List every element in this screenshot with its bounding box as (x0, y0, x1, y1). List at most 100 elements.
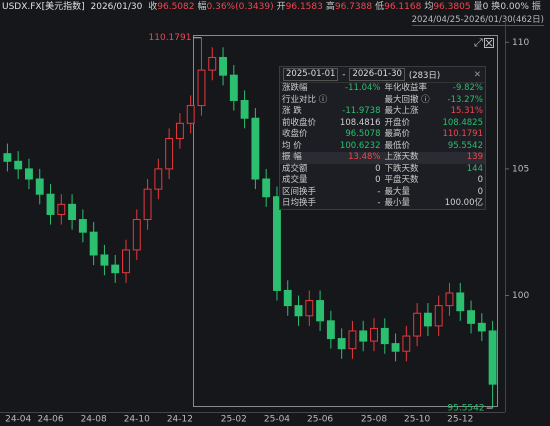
x-tick-label: 25-04 (264, 415, 290, 425)
candle-body (316, 300, 325, 322)
candle-body (68, 203, 77, 221)
stat-value: 13.48% (348, 152, 381, 162)
stat-label: 最低价 (384, 140, 410, 151)
candle-body (413, 312, 422, 337)
stat-value: - (377, 186, 381, 197)
candle-body (132, 219, 141, 251)
stat-label: 前收盘价 (282, 117, 317, 128)
stat-value: 144 (466, 163, 483, 174)
stat-label: 行业对比 ⓘ (282, 94, 328, 105)
candle-body (78, 219, 87, 233)
quote-label: 低 (375, 2, 385, 12)
stat-label: 成交量 (282, 175, 308, 185)
stats-row: 均 价 100.6232 最低价 95.5542 (280, 141, 485, 153)
stat-label: 涨跌幅 (282, 83, 308, 93)
candle-body (186, 105, 195, 124)
stats-row: 区间换手 - 最大量 0 (280, 187, 485, 199)
stat-label: 最大回撤 ⓘ (384, 94, 430, 105)
candle-body (380, 327, 389, 345)
stats-row: 涨 跌 -11.9738 最大上涨 15.31% (280, 106, 485, 118)
candle-body (434, 305, 443, 327)
stat-value: 108.4816 (339, 117, 381, 128)
quote-value: 96.3805 (433, 2, 471, 12)
stats-row: 成交量 0 平盘天数 0 (280, 175, 485, 187)
quote-label: 换 (491, 2, 501, 12)
symbol: USDX.FX[美元指数] (2, 2, 85, 12)
end-date[interactable]: 2026-01-30 (349, 68, 405, 81)
quote-label: 收 (148, 2, 158, 12)
stat-label: 开盘价 (384, 117, 410, 128)
candle-body (262, 178, 271, 198)
close-icon[interactable] (484, 38, 494, 48)
x-tick-label: 24-10 (124, 415, 150, 425)
candle-body (89, 231, 98, 256)
x-tick-label: 24-06 (37, 415, 63, 425)
stat-value: 100.6232 (339, 140, 381, 151)
quote-label: 量 (473, 2, 483, 12)
stats-panel: 2025-01-01 - 2026-01-30 (283日) ✕ 涨跌幅 -11.… (279, 66, 486, 210)
y-tick-label: 105 (512, 164, 529, 174)
expand-icon[interactable]: ⤢ (474, 36, 483, 49)
candle-body (477, 322, 486, 332)
quote-value: 96.1583 (285, 2, 323, 12)
quote-bar: USDX.FX[美元指数] 2026/01/30 收96.5082 幅0.36%(… (2, 1, 541, 14)
stat-label: 区间换手 (282, 186, 317, 197)
candle-body (337, 338, 346, 350)
candle-body (251, 117, 260, 180)
candle-body (46, 193, 55, 215)
candle-body (165, 137, 174, 170)
candle-body (348, 330, 357, 350)
stats-table: 涨跌幅 -11.04% 年化收益率 -9.82% 行业对比 ⓘ 最大回撤 ⓘ -13.27%… (280, 83, 485, 210)
max-label: 110.1791 (149, 33, 192, 43)
stat-value: -9.82% (452, 83, 483, 93)
y-tick-label: 100 (512, 291, 529, 301)
candle-body (456, 292, 465, 312)
quote-value: 96.7388 (334, 2, 373, 12)
stat-value: 139 (466, 152, 483, 162)
candle-body (208, 56, 217, 71)
candle-body (14, 160, 23, 170)
start-date[interactable]: 2025-01-01 (283, 68, 339, 81)
candle-body (391, 343, 400, 352)
candle-body (488, 330, 497, 385)
candle-body (154, 168, 163, 190)
stat-label: 上涨天数 (384, 152, 419, 162)
candle-body (229, 74, 238, 102)
quote-label: 开 (276, 2, 286, 12)
stat-value: 15.31% (450, 106, 483, 116)
stat-value: 100.00亿 (444, 198, 483, 208)
stats-row: 收盘价 96.5078 最高价 110.1791 (280, 129, 485, 141)
quote-value: 0.36%(0.3439) (206, 2, 274, 12)
candle-body (283, 289, 292, 307)
quote-value: 0 (482, 2, 489, 12)
stat-value: 96.5078 (345, 129, 381, 139)
stat-label: 均 价 (282, 140, 302, 151)
candle-body (467, 310, 475, 324)
stats-row: 行业对比 ⓘ 最大回撤 ⓘ -13.27% (280, 95, 485, 107)
close-button[interactable]: ✕ (473, 69, 481, 80)
min-label: 95.5542 (447, 404, 484, 414)
quote-label: 幅 (197, 2, 207, 12)
candle-body (359, 330, 368, 342)
stat-label: 日均换手 (282, 198, 317, 208)
candle-body (100, 254, 109, 266)
quote-value: 96.1168 (384, 2, 422, 12)
x-tick-label: 25-02 (221, 415, 247, 425)
x-tick-label: 24-04 (5, 415, 31, 425)
stat-value: - (377, 198, 381, 208)
stats-row: 振 幅 13.48% 上涨天数 139 (280, 152, 485, 164)
stat-value: 0 (477, 175, 483, 185)
stat-label: 年化收益率 (384, 83, 427, 93)
quote-label: 均 (424, 2, 434, 12)
panel-header: 2025-01-01 - 2026-01-30 (283日) ✕ (280, 67, 485, 83)
stat-value: -13.27% (447, 94, 483, 105)
candle-body (273, 196, 281, 291)
candle-body (240, 100, 249, 119)
y-tick-label: 110 (512, 38, 529, 48)
stat-label: 收盘价 (282, 129, 308, 139)
stat-value: 110.1791 (442, 129, 483, 139)
quote-value: 0.00% (500, 2, 529, 12)
quote-label: 振 (531, 2, 541, 12)
stats-row: 前收盘价 108.4816 开盘价 108.4825 (280, 118, 485, 130)
date-range: 2024/04/25-2026/01/30(462日) (411, 15, 544, 26)
